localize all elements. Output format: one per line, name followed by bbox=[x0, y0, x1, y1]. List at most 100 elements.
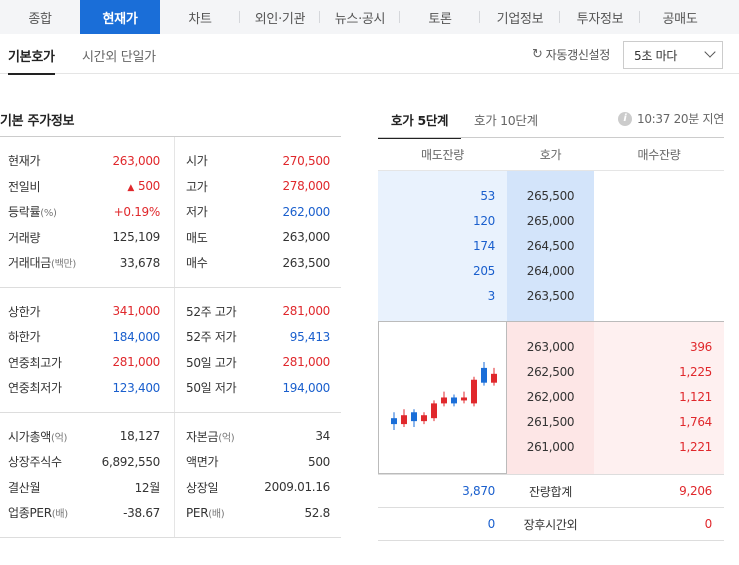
price-info-group-range: 상한가 341,000 52주 고가 281,000 하한가 184,000 52주 저가 9… bbox=[0, 287, 341, 413]
value-right: 281,000 bbox=[282, 304, 330, 319]
tab-label: 기업정보 bbox=[496, 11, 544, 27]
label-right: 저가 bbox=[186, 205, 208, 220]
tab-short-selling[interactable]: 공매도 bbox=[640, 0, 720, 34]
bid-qty: 1,225 bbox=[679, 364, 712, 379]
value-left: 341,000 bbox=[112, 304, 160, 319]
label-right: 매수 bbox=[186, 256, 208, 271]
bid-qty: 396 bbox=[689, 339, 712, 354]
value-right: 52.8 bbox=[304, 505, 330, 520]
label-left: 현재가 bbox=[8, 154, 41, 169]
bid-qty: 1,221 bbox=[679, 440, 712, 455]
value-right: 2009.01.16 bbox=[264, 480, 330, 495]
label-right: 고가 bbox=[186, 179, 208, 194]
value-right: 270,500 bbox=[282, 153, 330, 168]
tab-orderbook-5[interactable]: 호가 5단계 bbox=[378, 110, 462, 139]
candle-body bbox=[481, 367, 487, 383]
tab-label: 종합 bbox=[28, 11, 52, 27]
tab-summary[interactable]: 종합 bbox=[0, 0, 80, 34]
candlestick-svg bbox=[391, 362, 497, 430]
label-right: 52주 저가 bbox=[186, 330, 237, 345]
column-divider bbox=[174, 287, 175, 412]
orderbook-bids: 263,000 262,500 262,000 261,500 261,000 396 1… bbox=[378, 322, 724, 475]
price-info-row: 하한가 184,000 52주 저가 95,413 bbox=[0, 324, 341, 350]
ask-price[interactable]: 265,000 bbox=[526, 213, 575, 228]
auto-refresh-setting[interactable]: ↻ 자동갱신설정 bbox=[532, 46, 610, 63]
value-right: 194,000 bbox=[282, 380, 330, 395]
total-label: 잔량합계 bbox=[529, 484, 572, 499]
value-left: -38.67 bbox=[123, 505, 160, 520]
label-right: 50일 저가 bbox=[186, 381, 237, 396]
tab-separator bbox=[319, 11, 320, 23]
total-bid-qty: 9,206 bbox=[679, 484, 712, 498]
label-right: 자본금(억) bbox=[186, 429, 235, 444]
column-divider bbox=[174, 412, 175, 537]
label-left: 상한가 bbox=[8, 304, 41, 319]
label-left: 결산월 bbox=[8, 480, 41, 495]
price-info-group-daily: 현재가 263,000 시가 270,500 전일비 ▲ 500 고가 278,000 등락률(%… bbox=[0, 137, 341, 288]
label-right: 상장일 bbox=[186, 480, 219, 495]
info-icon[interactable]: i bbox=[617, 111, 632, 126]
value-left: 184,000 bbox=[112, 329, 160, 344]
label-left: 업종PER(배) bbox=[8, 506, 68, 521]
value-right: 95,413 bbox=[289, 329, 331, 344]
price-info-row: 결산월 12월 상장일 2009.01.16 bbox=[0, 475, 341, 501]
label-left: 하한가 bbox=[8, 330, 41, 345]
price-info-row: 거래량 125,109 매도 263,000 bbox=[0, 225, 341, 251]
tab-news-disclosure[interactable]: 뉴스·공시 bbox=[320, 0, 400, 34]
bid-qty-column: 396 1,225 1,121 1,764 1,221 bbox=[594, 322, 724, 474]
label-right: 시가 bbox=[186, 154, 208, 169]
ask-price[interactable]: 264,000 bbox=[526, 264, 575, 279]
tab-discussion[interactable]: 토론 bbox=[400, 0, 480, 34]
tab-orderbook-10[interactable]: 호가 10단계 bbox=[474, 113, 538, 128]
ask-price[interactable]: 264,500 bbox=[526, 238, 575, 253]
label-left: 시가총액(억) bbox=[8, 429, 68, 444]
after-hours-ask-qty: 0 bbox=[487, 517, 496, 531]
value-left: 125,109 bbox=[112, 230, 160, 245]
candle-body bbox=[411, 412, 417, 422]
after-hours-bid-qty: 0 bbox=[704, 517, 713, 531]
tab-label: 현재가 bbox=[102, 11, 138, 27]
tab-label: 차트 bbox=[188, 11, 212, 27]
price-info-row: 현재가 263,000 시가 270,500 bbox=[0, 148, 341, 174]
value-right: 262,000 bbox=[282, 204, 330, 219]
candle-body bbox=[431, 403, 437, 419]
tab-company-info[interactable]: 기업정보 bbox=[480, 0, 560, 34]
value-left: ▲ 500 bbox=[127, 179, 160, 194]
label-right: PER(배) bbox=[186, 506, 225, 521]
price-info-row: 업종PER(배) -38.67 PER(배) 52.8 bbox=[0, 500, 341, 526]
delay-notice: i 10:37 20분 지연 bbox=[617, 110, 724, 127]
label-right: 52주 고가 bbox=[186, 304, 237, 319]
bid-qty: 1,764 bbox=[679, 415, 712, 430]
bid-price[interactable]: 261,500 bbox=[526, 415, 575, 430]
bid-price[interactable]: 263,000 bbox=[526, 339, 575, 354]
value-right: 34 bbox=[315, 429, 330, 444]
ask-price[interactable]: 263,500 bbox=[526, 289, 575, 304]
value-right: 278,000 bbox=[282, 179, 330, 194]
header-bid-qty: 매수잔량 bbox=[637, 147, 681, 162]
bid-price[interactable]: 262,000 bbox=[526, 389, 575, 404]
value-right: 263,500 bbox=[282, 255, 330, 270]
tab-basic-quote[interactable]: 기본호가 bbox=[8, 46, 55, 75]
refresh-interval-select[interactable]: 5초 마다 bbox=[623, 41, 723, 69]
tab-investment-info[interactable]: 투자정보 bbox=[560, 0, 640, 34]
price-info-table: 현재가 263,000 시가 270,500 전일비 ▲ 500 고가 278,000 등락률(%… bbox=[0, 136, 341, 538]
ask-qty-column: 53 120 174 205 3 bbox=[378, 171, 507, 321]
tab-current-price[interactable]: 현재가 bbox=[80, 0, 160, 34]
price-info-row: 상한가 341,000 52주 고가 281,000 bbox=[0, 299, 341, 325]
candle-body bbox=[461, 397, 467, 401]
price-info-row: 상장주식수 6,892,550 액면가 500 bbox=[0, 449, 341, 475]
bid-price[interactable]: 261,000 bbox=[526, 440, 575, 455]
tab-after-hours-single[interactable]: 시간외 단일가 bbox=[82, 50, 156, 65]
orderbook-table: 매도잔량 호가 매수잔량 53 120 174 205 3 265,500 265,000… bbox=[378, 137, 724, 541]
ask-price[interactable]: 265,500 bbox=[526, 188, 575, 203]
up-arrow-icon: ▲ bbox=[127, 183, 134, 194]
candle-body bbox=[491, 373, 497, 383]
refresh-icon: ↻ bbox=[532, 47, 543, 62]
value-left: 281,000 bbox=[112, 355, 160, 370]
tab-chart[interactable]: 차트 bbox=[160, 0, 240, 34]
bid-price[interactable]: 262,500 bbox=[526, 364, 575, 379]
mini-candlestick-chart bbox=[378, 322, 507, 474]
tab-label: 토론 bbox=[428, 11, 452, 27]
sub-tab-bar: 기본호가 시간외 단일가 ↻ 자동갱신설정 5초 마다 bbox=[0, 34, 739, 75]
tab-foreign-institution[interactable]: 외인·기관 bbox=[240, 0, 320, 34]
